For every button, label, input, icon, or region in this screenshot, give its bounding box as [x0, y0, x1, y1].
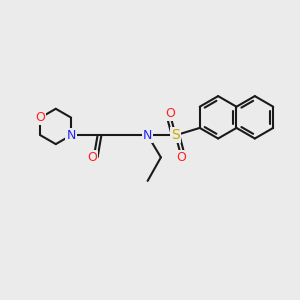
Text: O: O	[165, 107, 175, 120]
Text: O: O	[87, 151, 97, 164]
Text: N: N	[66, 129, 76, 142]
Text: S: S	[171, 128, 180, 142]
Text: O: O	[177, 151, 186, 164]
Text: O: O	[35, 111, 45, 124]
Text: N: N	[143, 129, 152, 142]
